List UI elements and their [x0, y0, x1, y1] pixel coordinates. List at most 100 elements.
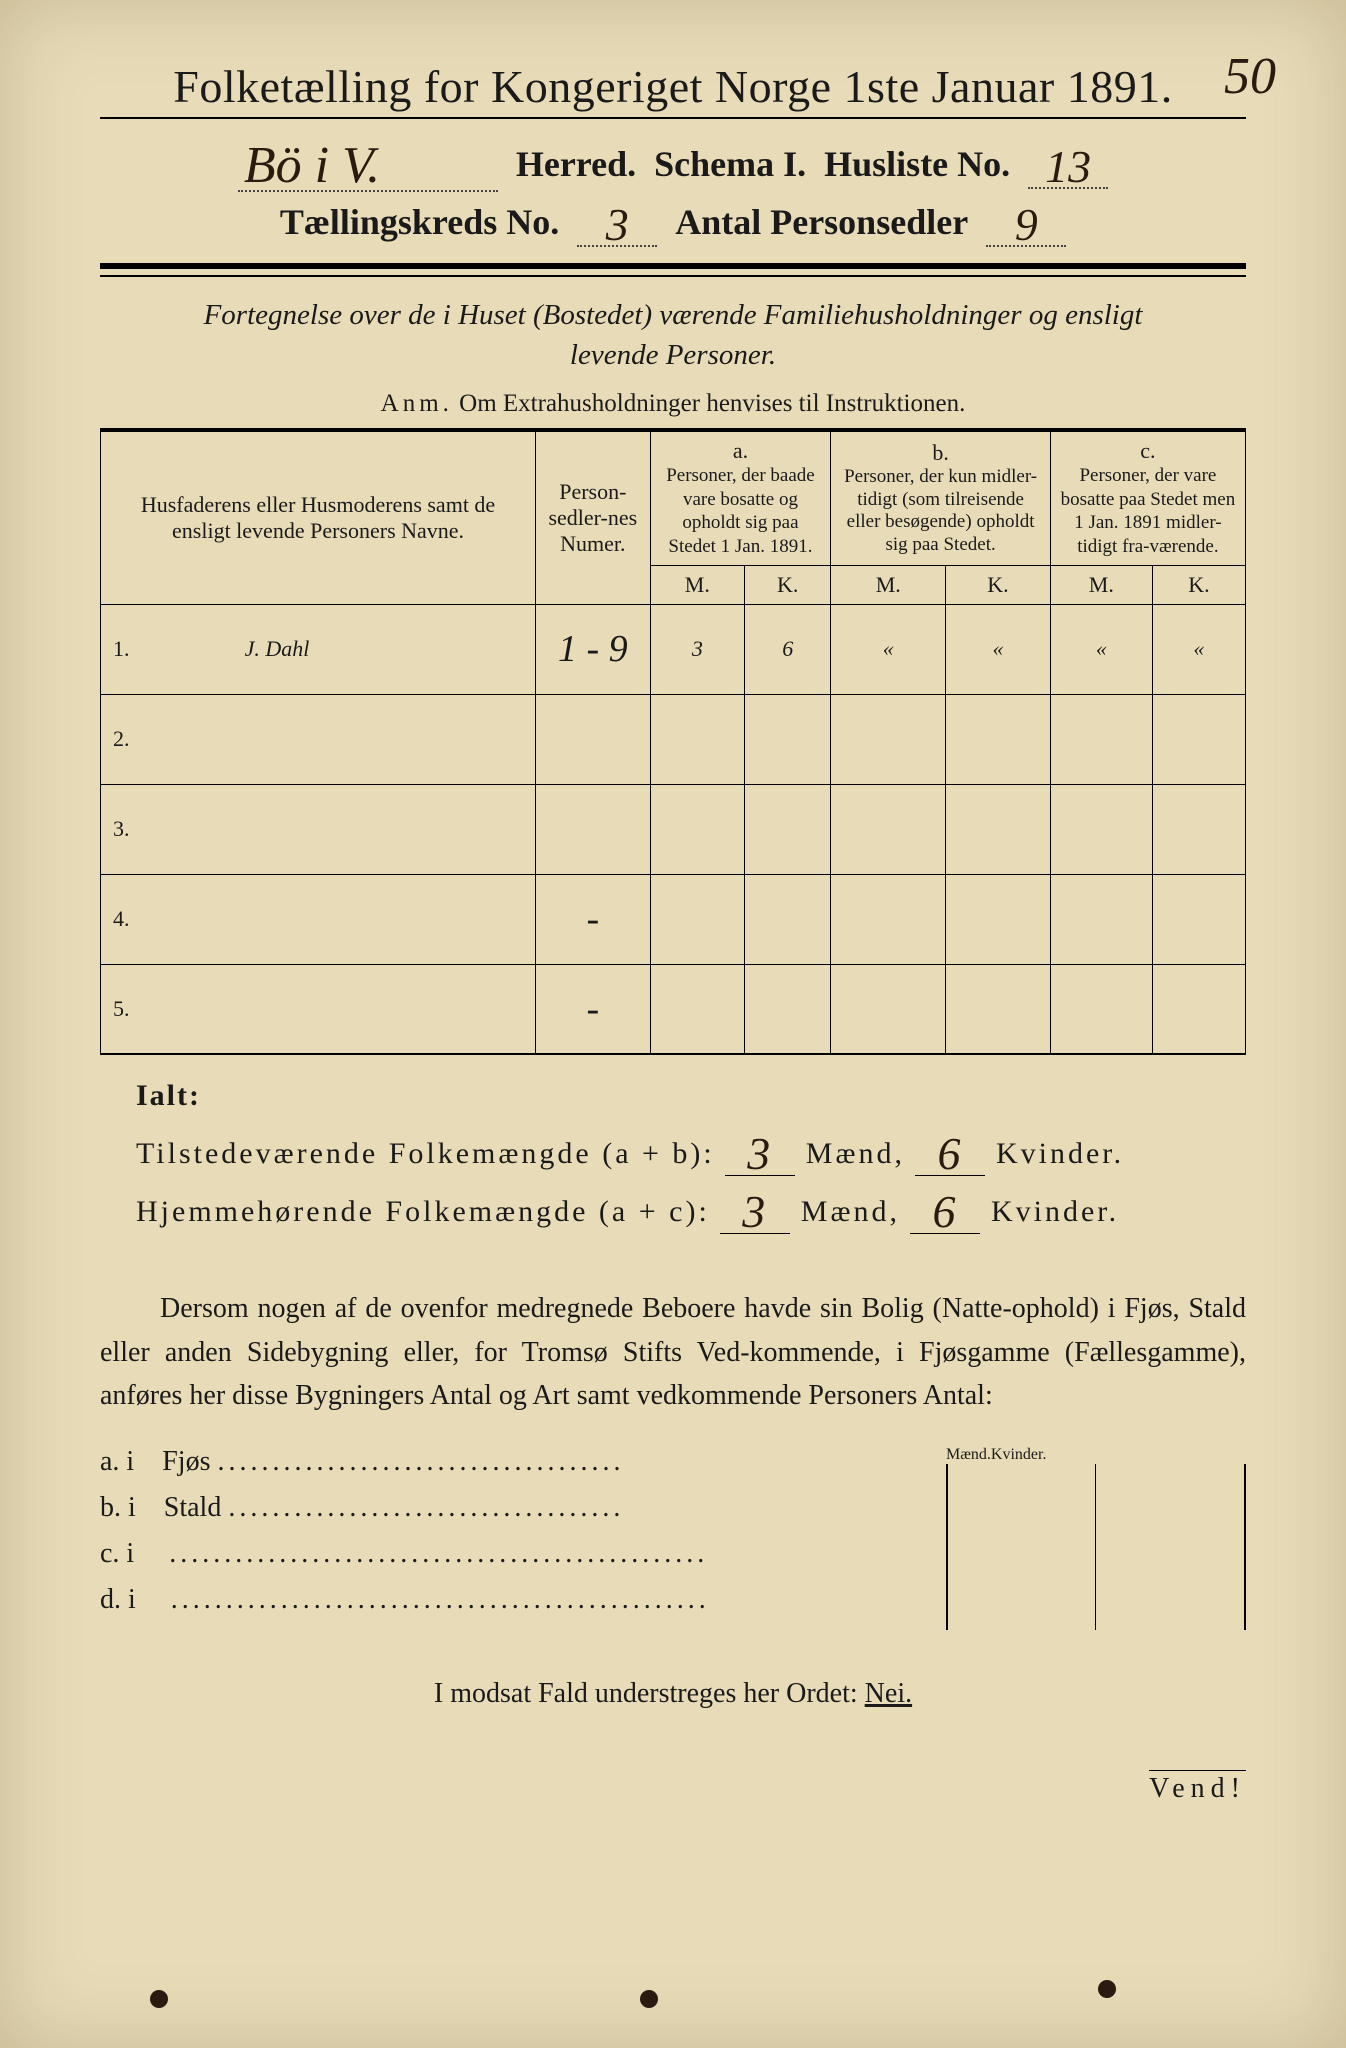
vend-label: Vend!: [1149, 1770, 1246, 1805]
row-b-m: [831, 964, 946, 1054]
th-b-text: Personer, der kun midler-tidigt (som til…: [839, 466, 1041, 557]
row-c-m: [1050, 964, 1152, 1054]
totals-maend-2: Mænd,: [801, 1195, 900, 1228]
row-b-m: [831, 694, 946, 784]
side-row-dots: ....................................: [228, 1492, 624, 1523]
table-row: 5. -: [101, 964, 1246, 1054]
totals-2-k: 6: [910, 1191, 980, 1233]
th-b-m: M.: [831, 565, 946, 604]
row-b-m: [831, 784, 946, 874]
side-row-dots: .....................................: [217, 1446, 624, 1477]
side-maend-header: Mænd.: [946, 1446, 991, 1464]
side-row: a. i Fjøs ..............................…: [100, 1446, 946, 1478]
divider: [100, 263, 1246, 277]
row-name: [237, 964, 536, 1054]
side-row-text: Stald: [164, 1492, 222, 1523]
row-b-k: [946, 694, 1051, 784]
side-row-text: Fjøs: [162, 1446, 210, 1477]
row-b-k: [946, 874, 1051, 964]
side-kvinder-col: [1096, 1464, 1246, 1630]
row-c-m: [1050, 694, 1152, 784]
side-maend-col: [946, 1464, 1096, 1630]
row-c-k: [1152, 964, 1245, 1054]
table-row: 2.: [101, 694, 1246, 784]
row-c-k: [1152, 784, 1245, 874]
fortegnelse: Fortegnelse over de i Huset (Bostedet) v…: [100, 295, 1246, 376]
antal-label: Antal Personsedler: [675, 201, 968, 243]
modsat-pre: I modsat Fald understreges her Ordet:: [434, 1678, 865, 1709]
side-kvinder-header: Kvinder.: [991, 1446, 1047, 1464]
side-row-label: c. i: [100, 1538, 134, 1569]
side-row: b. i Stald .............................…: [100, 1492, 946, 1524]
row-name: [237, 874, 536, 964]
side-row-label: b. i: [100, 1492, 136, 1523]
row-b-m: [831, 874, 946, 964]
row-c-m: [1050, 784, 1152, 874]
row-b-k: «: [946, 604, 1051, 694]
table-row: 3.: [101, 784, 1246, 874]
kreds-value: 3: [577, 204, 657, 247]
row-c-k: «: [1152, 604, 1245, 694]
ialt-label: Ialt:: [136, 1079, 1246, 1113]
ink-spot: [1098, 1980, 1116, 1998]
antal-value: 9: [986, 204, 1066, 247]
herred-label: Herred.: [516, 143, 636, 185]
row-num: -: [536, 874, 651, 964]
th-a-m: M.: [650, 565, 745, 604]
main-table: Husfaderens eller Husmoderens samt de en…: [100, 428, 1246, 1056]
th-num: Person-sedler-nes Numer.: [536, 430, 651, 605]
modsat-line: I modsat Fald understreges her Ordet: Ne…: [100, 1678, 1246, 1710]
row-number: 5.: [101, 964, 237, 1054]
ink-spot: [150, 1990, 168, 2008]
th-a-label: a.: [659, 438, 823, 464]
row-c-k: [1152, 874, 1245, 964]
row-num: [536, 694, 651, 784]
side-row-label: d. i: [100, 1584, 136, 1615]
th-name-text: Husfaderens eller Husmoderens samt de en…: [141, 492, 495, 543]
totals-1-m: 3: [725, 1133, 795, 1175]
row-num: -: [536, 964, 651, 1054]
th-c-text: Personer, der vare bosatte paa Stedet me…: [1059, 464, 1237, 559]
totals-label-2: Hjemmehørende Folkemængde (a + c):: [136, 1195, 710, 1228]
header-row-2: Tællingskreds No. 3 Antal Personsedler 9: [100, 198, 1246, 243]
totals-block: Ialt: Tilstedeværende Folkemængde (a + b…: [136, 1079, 1246, 1229]
th-a: a. Personer, der baade vare bosatte og o…: [650, 430, 831, 566]
totals-2-m: 3: [720, 1191, 790, 1233]
totals-kvinder-2: Kvinder.: [991, 1195, 1119, 1228]
side-row: d. i ...................................…: [100, 1584, 946, 1616]
side-right: Mænd. Kvinder.: [946, 1446, 1246, 1630]
modsat-nei: Nei.: [865, 1678, 912, 1709]
table-row: 4. -: [101, 874, 1246, 964]
dersom-paragraph: Dersom nogen af de ovenfor medregnede Be…: [100, 1287, 1246, 1417]
row-a-k: [745, 784, 831, 874]
header-row-1: Bö i V. Herred. Schema I. Husliste No. 1…: [100, 137, 1246, 186]
th-a-text: Personer, der baade vare bosatte og opho…: [659, 464, 823, 559]
fortegnelse-line1: Fortegnelse over de i Huset (Bostedet) v…: [204, 299, 1143, 331]
schema-label: Schema I.: [654, 143, 806, 185]
th-b-k: K.: [946, 565, 1051, 604]
side-table: a. i Fjøs ..............................…: [100, 1446, 1246, 1630]
row-number: 1.: [101, 604, 237, 694]
herred-value: Bö i V.: [238, 143, 498, 192]
row-a-m: [650, 784, 745, 874]
row-number: 3.: [101, 784, 237, 874]
side-row-dots: ........................................…: [169, 1538, 708, 1569]
row-name: J. Dahl: [237, 604, 536, 694]
dersom-text: Dersom nogen af de ovenfor medregnede Be…: [100, 1293, 1246, 1411]
totals-kvinder-1: Kvinder.: [996, 1137, 1124, 1170]
row-b-m: «: [831, 604, 946, 694]
anm-text: Om Extrahusholdninger henvises til Instr…: [459, 390, 965, 417]
husliste-value: 13: [1028, 146, 1108, 189]
table-row: 1.J. Dahl1 - 936««««: [101, 604, 1246, 694]
row-a-k: [745, 874, 831, 964]
th-b: b. Personer, der kun midler-tidigt (som …: [831, 430, 1050, 566]
row-a-m: 3: [650, 604, 745, 694]
th-c-k: K.: [1152, 565, 1245, 604]
th-c-m: M.: [1050, 565, 1152, 604]
row-number: 4.: [101, 874, 237, 964]
row-a-m: [650, 964, 745, 1054]
totals-1-k: 6: [915, 1133, 985, 1175]
row-c-m: «: [1050, 604, 1152, 694]
row-num: 1 - 9: [536, 604, 651, 694]
fortegnelse-line2: levende Personer.: [570, 339, 776, 371]
